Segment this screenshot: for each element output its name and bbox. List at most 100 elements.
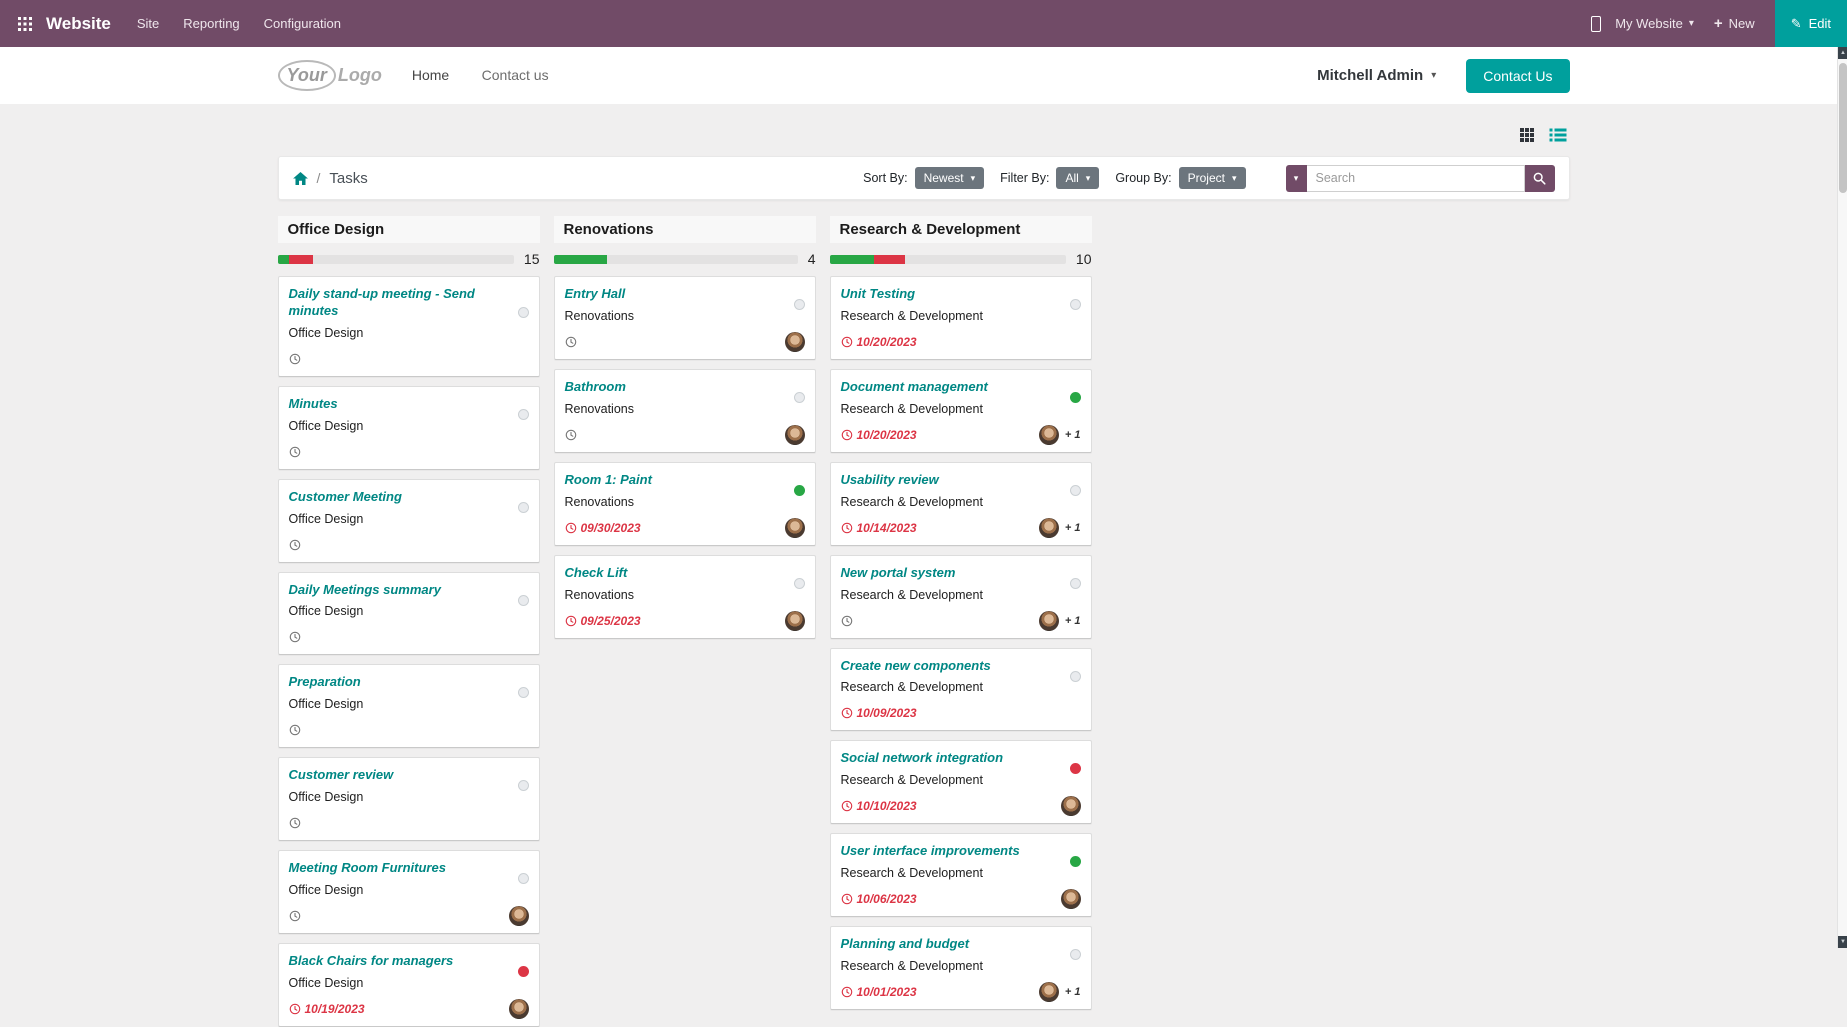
task-card-main: Customer review Office Design	[289, 767, 529, 804]
deadline-text: 10/10/2023	[856, 799, 917, 814]
my-website-dropdown[interactable]: My Website ▾	[1615, 16, 1694, 31]
menu-reporting[interactable]: Reporting	[183, 16, 240, 31]
search-options-dropdown[interactable]: ▾	[1285, 164, 1307, 192]
assignees-group	[784, 331, 805, 352]
vertical-scrollbar[interactable]: ▲ ▼	[1837, 47, 1847, 948]
task-deadline	[565, 429, 581, 441]
task-card[interactable]: Planning and budget Research & Developme…	[829, 926, 1092, 1011]
task-deadline: 10/14/2023	[841, 521, 917, 535]
header-right-group: Mitchell Admin ▾ Contact Us	[1317, 58, 1570, 93]
task-card[interactable]: Preparation Office Design	[277, 664, 540, 749]
menu-configuration[interactable]: Configuration	[263, 16, 341, 31]
task-card[interactable]: Meeting Room Furnitures Office Design	[277, 850, 540, 935]
task-card[interactable]: Bathroom Renovations	[553, 368, 816, 453]
task-deadline	[289, 446, 305, 458]
app-name[interactable]: Website	[46, 13, 111, 33]
task-card[interactable]: Room 1: Paint Renovations 09/30/2023	[553, 461, 816, 546]
task-card-footer	[289, 906, 529, 927]
breadcrumb-home-link[interactable]	[292, 171, 308, 185]
task-title[interactable]: Document management	[840, 378, 988, 394]
backend-top-navbar: Website Site Reporting Configuration My …	[0, 0, 1847, 47]
task-title[interactable]: Daily stand-up meeting - Send minutes	[288, 286, 475, 318]
task-title[interactable]: Preparation	[288, 674, 361, 690]
task-title[interactable]: Customer Meeting	[288, 488, 402, 504]
task-title[interactable]: Check Lift	[564, 564, 628, 580]
task-project: Renovations	[564, 401, 635, 416]
status-dot	[1069, 856, 1081, 868]
assignee-avatar	[1038, 610, 1059, 631]
task-project: Research & Development	[840, 866, 983, 881]
nav-contact-us[interactable]: Contact us	[481, 66, 549, 83]
task-title[interactable]: User interface improvements	[840, 843, 1020, 859]
task-card[interactable]: User interface improvements Research & D…	[829, 833, 1092, 918]
task-card-footer	[289, 720, 529, 740]
group-by-dropdown[interactable]: Project ▾	[1178, 167, 1246, 189]
task-title[interactable]: Bathroom	[564, 378, 626, 394]
scroll-down-button[interactable]: ▼	[1838, 936, 1847, 948]
task-card[interactable]: Customer Meeting Office Design	[277, 478, 540, 563]
task-title[interactable]: Planning and budget	[840, 936, 970, 952]
task-card[interactable]: Document management Research & Developme…	[829, 368, 1092, 453]
clock-icon	[289, 1003, 300, 1015]
list-view-icon	[1549, 128, 1566, 142]
mobile-preview-icon[interactable]	[1591, 15, 1602, 32]
user-menu-dropdown[interactable]: Mitchell Admin ▾	[1317, 67, 1436, 84]
home-icon	[292, 171, 308, 185]
apps-menu-button[interactable]	[12, 11, 38, 37]
task-card-footer	[289, 627, 529, 647]
edit-button[interactable]: ✎ Edit	[1774, 0, 1847, 47]
task-title[interactable]: Social network integration	[840, 750, 1004, 766]
task-card[interactable]: Entry Hall Renovations	[553, 276, 816, 360]
scroll-up-button[interactable]: ▲	[1838, 47, 1847, 59]
clock-icon	[841, 801, 852, 812]
task-card[interactable]: Minutes Office Design	[277, 385, 540, 470]
contact-us-button[interactable]: Contact Us	[1466, 58, 1570, 93]
task-card[interactable]: Usability review Research & Development …	[829, 461, 1092, 546]
task-card[interactable]: Daily stand-up meeting - Send minutes Of…	[277, 276, 540, 377]
task-title[interactable]: Minutes	[288, 395, 338, 411]
task-title[interactable]: Entry Hall	[564, 286, 626, 301]
status-dot	[517, 501, 529, 513]
task-card-footer: 10/20/2023 + 1	[841, 424, 1081, 445]
scrollbar-thumb[interactable]	[1839, 63, 1847, 193]
search-button[interactable]	[1524, 164, 1555, 192]
search-input[interactable]	[1306, 164, 1525, 192]
progress-done	[277, 254, 290, 264]
sort-by-dropdown[interactable]: Newest ▾	[914, 167, 985, 189]
new-button[interactable]: + New	[1714, 15, 1755, 32]
task-card[interactable]: Check Lift Renovations 09/25/2023	[553, 554, 816, 639]
task-title[interactable]: Customer review	[288, 767, 394, 783]
menu-site[interactable]: Site	[136, 16, 160, 31]
task-card-footer: 10/09/2023	[841, 703, 1081, 723]
task-card[interactable]: Social network integration Research & De…	[829, 740, 1092, 825]
list-view-button[interactable]	[1546, 124, 1570, 146]
task-title[interactable]: Daily Meetings summary	[288, 581, 441, 597]
task-title[interactable]: Create new components	[840, 657, 991, 673]
clock-icon	[841, 986, 852, 998]
logo-text-part2: Logo	[337, 65, 382, 85]
task-card[interactable]: Black Chairs for managers Office Design …	[277, 943, 540, 1027]
clock-icon	[565, 336, 576, 348]
task-deadline: 10/20/2023	[841, 335, 917, 349]
nav-home[interactable]: Home	[411, 66, 450, 83]
task-card[interactable]: Daily Meetings summary Office Design	[277, 571, 540, 656]
task-title[interactable]: Meeting Room Furnitures	[288, 860, 446, 876]
task-title[interactable]: Unit Testing	[840, 286, 916, 301]
plus-icon: +	[1713, 15, 1723, 32]
task-title[interactable]: Usability review	[840, 471, 939, 487]
site-logo[interactable]: Your Logo	[277, 60, 382, 91]
filter-by-dropdown[interactable]: All ▾	[1056, 167, 1100, 189]
task-card[interactable]: Create new components Research & Develop…	[829, 647, 1092, 732]
task-title[interactable]: Room 1: Paint	[564, 471, 652, 487]
deadline-text: 10/14/2023	[856, 520, 917, 535]
progress-done	[829, 254, 875, 264]
logo-text-part1: Your	[277, 60, 336, 91]
task-project: Research & Development	[840, 494, 983, 509]
task-card[interactable]: New portal system Research & Development…	[829, 554, 1092, 639]
task-card[interactable]: Customer review Office Design	[277, 757, 540, 842]
task-title[interactable]: Black Chairs for managers	[288, 953, 454, 969]
task-card[interactable]: Unit Testing Research & Development 10/2…	[829, 276, 1092, 360]
extra-assignees-count: + 1	[1064, 428, 1081, 441]
task-title[interactable]: New portal system	[840, 564, 956, 580]
kanban-view-button[interactable]	[1516, 124, 1538, 146]
